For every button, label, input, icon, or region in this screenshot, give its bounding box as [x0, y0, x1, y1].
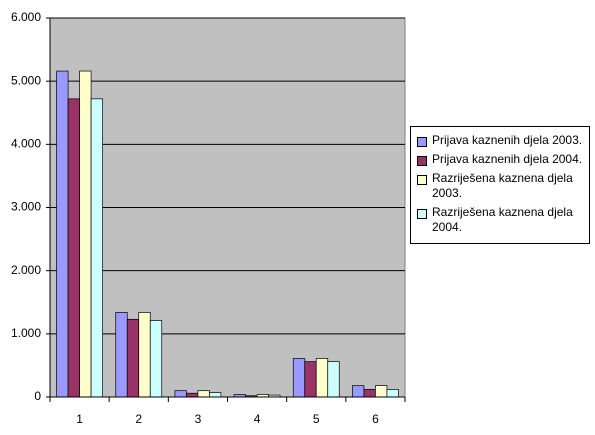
legend-swatch — [417, 137, 427, 147]
bar — [197, 390, 210, 398]
bar — [363, 389, 376, 398]
bar — [56, 70, 69, 398]
bar — [67, 98, 80, 398]
bar — [186, 392, 199, 398]
bar — [174, 390, 187, 398]
bar — [79, 70, 92, 398]
bar — [315, 358, 329, 398]
x-tick-label: 3 — [195, 412, 202, 426]
x-tick-label: 2 — [135, 412, 142, 426]
y-tick-label: 4.000 — [11, 137, 41, 151]
bar — [149, 320, 163, 398]
x-tick-label: 5 — [313, 412, 320, 426]
legend-swatch — [417, 209, 427, 219]
legend-label: Prijava kaznenih djela 2004. — [432, 152, 583, 166]
bar — [90, 98, 103, 398]
y-tick-label: 0 — [34, 389, 41, 403]
y-tick-label: 5.000 — [11, 73, 41, 87]
bar — [386, 389, 399, 398]
legend-item: Prijava kaznenih djela 2004. — [417, 152, 583, 167]
y-tick-label: 2.000 — [11, 263, 41, 277]
bar — [375, 385, 388, 398]
x-tick-label: 1 — [76, 412, 83, 426]
bar — [327, 361, 340, 398]
bar — [292, 358, 306, 398]
legend-item: Prijava kaznenih djela 2003. — [417, 133, 583, 148]
y-tick-label: 6.000 — [11, 10, 41, 24]
legend-swatch — [417, 175, 427, 185]
bar — [352, 385, 365, 398]
legend-label: Razriješena kaznena djela 2004. — [432, 205, 573, 234]
y-tick-label: 3.000 — [11, 200, 41, 214]
legend: Prijava kaznenih djela 2003. Prijava kazn… — [410, 126, 590, 244]
bar — [304, 361, 317, 398]
x-tick-label: 6 — [372, 412, 379, 426]
legend-item: Razriješena kaznena djela 2004. — [417, 205, 583, 235]
bar — [126, 318, 140, 398]
bar — [138, 312, 151, 398]
bar — [209, 392, 222, 398]
legend-label: Prijava kaznenih djela 2003. — [432, 133, 583, 147]
legend-swatch — [417, 156, 427, 166]
legend-label: Razriješena kaznena djela 2003. — [432, 171, 573, 200]
x-tick-label: 4 — [254, 412, 261, 426]
y-tick-label: 1.000 — [11, 326, 41, 340]
legend-item: Razriješena kaznena djela 2003. — [417, 171, 583, 201]
bar — [115, 312, 128, 398]
